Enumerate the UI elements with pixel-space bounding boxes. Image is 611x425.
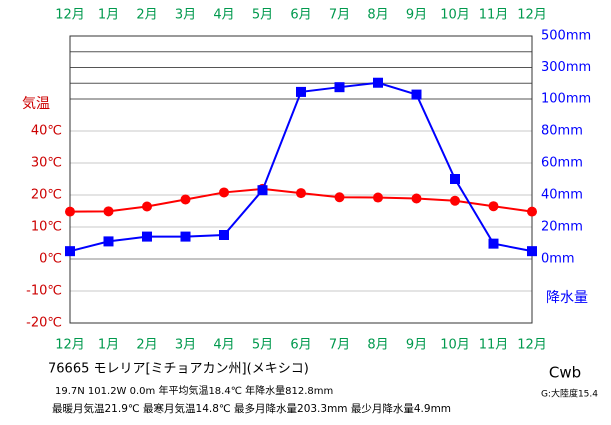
continentality: G:大陸度15.4 [541, 388, 598, 400]
y2-tick-label: 300mm [541, 60, 591, 75]
x-tick-label: 6月 [290, 338, 311, 353]
x-tick-label: 1月 [98, 338, 119, 353]
y-tick-label: 10℃ [31, 220, 62, 235]
x-tick-label: 12月 [517, 338, 547, 353]
x-tick-label: 4月 [213, 8, 234, 23]
x-tick-label: 1月 [98, 8, 119, 23]
x-tick-label: 3月 [175, 338, 196, 353]
data-point [488, 201, 499, 212]
data-point [65, 206, 75, 217]
y2-tick-label: 80mm [541, 124, 583, 139]
y2-tick-label: 500mm [541, 29, 591, 44]
x-tick-label: 11月 [479, 8, 509, 23]
data-point [257, 185, 268, 196]
y-tick-label: 40℃ [31, 124, 62, 139]
x-tick-label: 8月 [367, 8, 388, 23]
x-tick-label: 2月 [136, 8, 157, 23]
data-point [180, 231, 191, 242]
data-point [527, 206, 537, 217]
y-tick-label: 30℃ [31, 156, 62, 171]
climate-class: Cwb [549, 364, 581, 382]
y-tick-label: 20℃ [31, 188, 62, 203]
x-tick-label: 2月 [136, 338, 157, 353]
x-tick-label: 5月 [252, 8, 273, 23]
y2-tick-label: 60mm [541, 156, 583, 171]
y2-axis-label: 降水量 [546, 290, 588, 306]
x-tick-label: 4月 [213, 338, 234, 353]
plot-frame [69, 35, 533, 324]
y-axis-label: 気温 [22, 96, 50, 112]
x-tick-label: 12月 [55, 338, 85, 353]
series-line [69, 81, 533, 253]
x-tick-label: 6月 [290, 8, 311, 23]
data-point [373, 77, 383, 88]
y-tick-label: -10℃ [26, 284, 62, 299]
data-point [142, 231, 152, 242]
data-point [411, 89, 422, 100]
data-point [334, 82, 345, 93]
y-tick-label: 0℃ [39, 252, 62, 267]
x-tick-label: 12月 [517, 8, 547, 23]
data-point [180, 194, 191, 205]
data-point [219, 230, 229, 240]
data-point [373, 192, 383, 203]
data-point [219, 187, 229, 198]
y2-tick-label: 0mm [541, 252, 575, 267]
y-tick-label: -20℃ [26, 316, 62, 331]
data-point [411, 193, 422, 204]
data-point [65, 246, 75, 257]
x-tick-label: 3月 [175, 8, 196, 23]
station-info: 19.7N 101.2W 0.0m 年平均気温18.4℃ 年降水量812.8mm [55, 384, 333, 397]
x-tick-label: 9月 [406, 338, 427, 353]
x-tick-label: 12月 [55, 8, 85, 23]
x-tick-label: 5月 [252, 338, 273, 353]
y2-tick-label: 100mm [541, 92, 591, 107]
data-point [103, 206, 114, 217]
x-tick-label: 10月 [440, 338, 470, 353]
x-tick-label: 8月 [367, 338, 388, 353]
data-point [103, 236, 114, 247]
x-tick-label: 10月 [440, 8, 470, 23]
x-tick-label: 7月 [329, 338, 350, 353]
x-tick-label: 7月 [329, 8, 350, 23]
data-point [296, 188, 306, 199]
data-point [450, 195, 460, 206]
chart-title: 76665 モレリア[ミチョアカン州](メキシコ) [48, 362, 309, 377]
data-point [296, 86, 306, 97]
data-point [142, 201, 152, 212]
data-point [450, 174, 460, 184]
data-point [488, 238, 499, 249]
extremes: 最暖月気温21.9℃ 最寒月気温14.8℃ 最多月降水量203.3mm 最少月降… [52, 402, 451, 415]
data-point [527, 246, 537, 257]
data-point [334, 192, 345, 203]
y2-tick-label: 40mm [541, 188, 583, 203]
x-tick-label: 9月 [406, 8, 427, 23]
y2-tick-label: 20mm [541, 220, 583, 235]
x-tick-label: 11月 [479, 338, 509, 353]
